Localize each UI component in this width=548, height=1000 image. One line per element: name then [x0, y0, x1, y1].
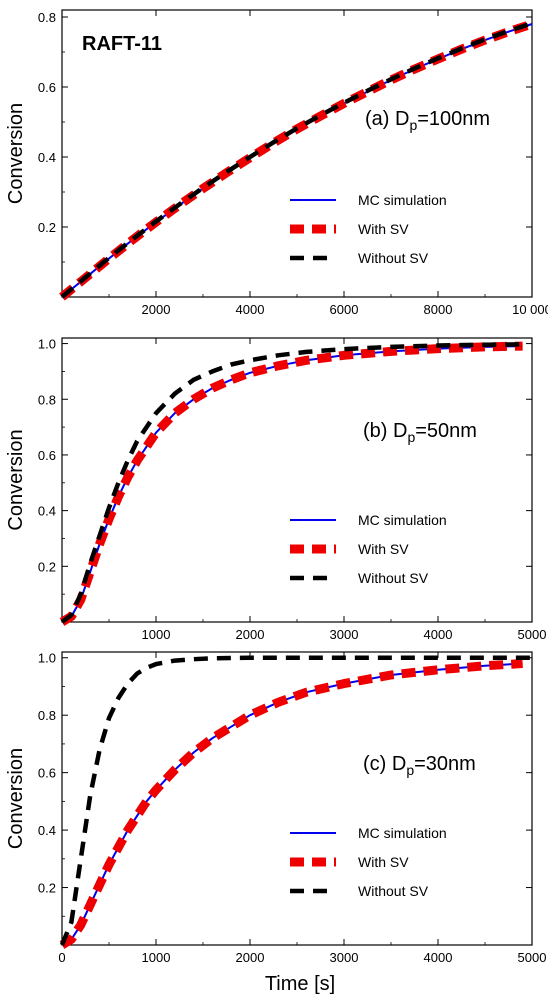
x-tick-label: 8000 [424, 302, 453, 317]
panels: 2000 4000 6000 8000 10 000 0.2 0.4 0.6 0.8 Conver… [5, 9, 548, 965]
y-axis-label: Conversion [5, 429, 27, 530]
y-tick-label: 0.4 [38, 823, 56, 838]
panel-label: (c) Dp=30nm [363, 753, 476, 778]
x-tick-label: 1000 [142, 627, 171, 642]
figure-label: RAFT-11 [82, 33, 162, 55]
legend: MC simulation With SV Without SV [290, 512, 447, 586]
x-axis-label: Time [s] [265, 973, 335, 995]
x-tick-label: 5000 [518, 950, 547, 965]
chart-panel-1: 2000 4000 6000 8000 10 000 0.2 0.4 0.6 0.8 Conver… [5, 9, 548, 317]
legend-label: With SV [358, 854, 409, 870]
series-line-with-sv [59, 659, 523, 949]
x-tick-label: 4000 [236, 302, 265, 317]
x-tick-label: 3000 [330, 950, 359, 965]
x-tick-label: 3000 [330, 627, 359, 642]
legend-label: MC simulation [358, 825, 447, 841]
legend-label: With SV [358, 541, 409, 557]
series-line-mc-simulation [61, 345, 523, 623]
legend-label: Without SV [358, 250, 429, 266]
y-tick-label: 0.6 [38, 448, 56, 463]
y-tick-label: 0.6 [38, 80, 56, 95]
y-axis-label: Conversion [5, 748, 27, 849]
x-tick-label: 2000 [236, 950, 265, 965]
y-tick-label: 0.2 [38, 881, 56, 896]
series-line-with-sv [59, 341, 523, 626]
y-tick-label: 1.0 [38, 651, 56, 666]
series-line-without-sv [59, 655, 532, 946]
x-tick-label: 2000 [236, 627, 265, 642]
y-tick-label: 0.4 [38, 504, 56, 519]
chart-panel-2: 1000 2000 3000 4000 5000 0.2 0.4 0.6 0.8 1.0 Conve… [5, 337, 546, 642]
y-tick-label: 0.8 [38, 708, 56, 723]
legend: MC simulation With SV Without SV [290, 192, 447, 266]
legend-label: MC simulation [358, 192, 447, 208]
x-tick-label: 10 000 [512, 302, 548, 317]
chart-panel-3: 0 1000 2000 3000 4000 5000 0.2 0.4 0.6 0.8 1.0 Conv… [5, 651, 546, 965]
x-tick-label: 1000 [142, 950, 171, 965]
panel-label: (b) Dp=50nm [363, 420, 477, 445]
x-tick-label: 2000 [142, 302, 171, 317]
series-line-without-sv [60, 21, 533, 299]
legend: MC simulation With SV Without SV [290, 825, 447, 899]
x-tick-label: 5000 [518, 627, 547, 642]
series-line-without-sv [60, 342, 523, 624]
y-tick-label: 0.8 [38, 10, 56, 25]
legend-label: Without SV [358, 570, 429, 586]
y-tick-label: 0.2 [38, 220, 56, 235]
y-tick-label: 0.8 [38, 392, 56, 407]
y-tick-label: 0.4 [38, 150, 56, 165]
y-axis-label: Conversion [5, 103, 27, 204]
x-tick-label: 6000 [330, 302, 359, 317]
y-tick-label: 0.6 [38, 766, 56, 781]
legend-label: MC simulation [358, 512, 447, 528]
series-line-mc-simulation [61, 662, 523, 946]
y-tick-label: 1.0 [38, 337, 56, 352]
legend-label: Without SV [358, 883, 429, 899]
x-tick-label: 0 [58, 950, 65, 965]
legend-label: With SV [358, 221, 409, 237]
x-tick-label: 4000 [424, 627, 453, 642]
y-tick-label: 0.2 [38, 559, 56, 574]
x-tick-label: 4000 [424, 950, 453, 965]
panel-label: (a) Dp=100nm [365, 108, 490, 133]
